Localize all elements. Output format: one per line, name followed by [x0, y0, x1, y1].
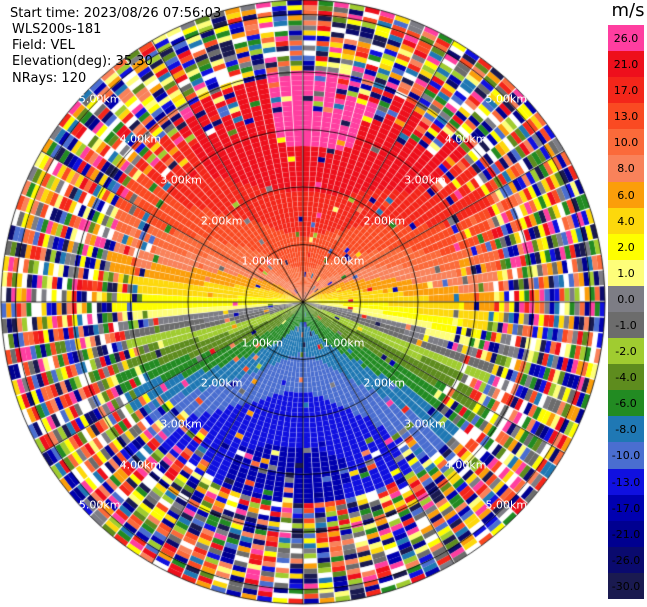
range-ring-label: 3.00km — [404, 173, 446, 187]
range-ring-label: 5.00km — [78, 92, 121, 106]
colorbar-tick-label: -8.0 — [615, 423, 637, 437]
colorbar-segment — [608, 77, 644, 104]
start-time-label: Start time: 2023/08/26 07:56:03 — [10, 6, 222, 21]
range-ring-label: 5.00km — [485, 498, 528, 512]
colorbar-segment — [608, 520, 644, 548]
range-ring-label: 4.00km — [444, 458, 487, 472]
colorbar-segment — [608, 207, 644, 235]
range-ring-label: 4.00km — [119, 458, 162, 472]
colorbar-tick-label: 2.0 — [617, 240, 635, 254]
colorbar-tick-label: -10.0 — [611, 449, 641, 463]
colorbar-segment — [608, 572, 644, 600]
colorbar-segment — [608, 181, 644, 209]
colorbar-tick-label: 26.0 — [613, 32, 639, 45]
colorbar-segment — [608, 468, 644, 496]
colorbar-tick-label: -13.0 — [611, 475, 641, 489]
colorbar-tick-label: -30.0 — [611, 579, 641, 593]
colorbar-tick-label: 8.0 — [617, 162, 635, 176]
colorbar-tick-label: 4.0 — [617, 214, 635, 228]
range-ring-label: 1.00km — [241, 254, 284, 268]
colorbar-unit: m/s — [611, 0, 645, 21]
range-ring-label: 3.00km — [160, 173, 202, 187]
colorbar-segment — [608, 233, 644, 261]
colorbar-segment — [608, 312, 644, 339]
range-ring-label: 1.00km — [322, 254, 365, 268]
colorbar-segment — [608, 416, 644, 443]
field-label: Field: VEL — [12, 38, 75, 53]
range-ring-label: 1.00km — [241, 336, 284, 350]
colorbar-segment — [608, 259, 644, 287]
colorbar-segment — [608, 338, 644, 365]
colorbar-segment — [608, 103, 644, 130]
colorbar-segment — [608, 25, 644, 52]
colorbar-segment — [608, 390, 644, 417]
range-ring-label: 3.00km — [160, 417, 202, 431]
colorbar-segment — [608, 285, 644, 313]
nrays-label: NRays: 120 — [12, 71, 87, 86]
colorbar-segment — [608, 494, 644, 522]
colorbar-segment — [608, 129, 644, 156]
colorbar-tick-label: -6.0 — [615, 397, 637, 411]
range-ring-label: 5.00km — [485, 92, 528, 106]
colorbar-segment — [608, 51, 644, 78]
elevation-label: Elevation(deg): 35.30 — [12, 54, 153, 69]
colorbar-tick-label: 1.0 — [617, 266, 635, 280]
range-ring-label: 2.00km — [363, 376, 406, 390]
colorbar-tick-label: -26.0 — [611, 553, 641, 567]
colorbar-tick-label: -2.0 — [615, 345, 637, 359]
range-ring-label: 2.00km — [200, 214, 243, 228]
station-label: WLS200s-181 — [12, 22, 102, 37]
colorbar-tick-label: 6.0 — [617, 188, 635, 202]
colorbar-tick-label: 13.0 — [613, 110, 639, 124]
colorbar-segment — [608, 155, 644, 183]
colorbar-tick-label: -21.0 — [611, 527, 641, 541]
colorbar-tick-label: -17.0 — [611, 501, 641, 515]
colorbar-tick-label: -1.0 — [615, 319, 637, 332]
range-ring-label: 1.00km — [322, 336, 365, 350]
colorbar-segment — [608, 442, 644, 470]
colorbar: 26.0 21.0 17.0 13.0 10.0 8.0 6.0 4.0 2.0 1.0 0.0 -1… — [608, 25, 644, 600]
colorbar-tick-label: -4.0 — [615, 371, 637, 385]
range-ring-label: 2.00km — [200, 376, 243, 390]
colorbar-tick-label: 21.0 — [613, 58, 639, 72]
range-ring-label: 5.00km — [78, 498, 121, 512]
colorbar-tick-label: 0.0 — [617, 292, 635, 306]
range-ring-label: 2.00km — [363, 214, 406, 228]
range-ring-label: 4.00km — [119, 132, 162, 146]
range-ring-label: 4.00km — [444, 132, 487, 146]
colorbar-tick-label: 10.0 — [613, 136, 639, 150]
colorbar-segment — [608, 546, 644, 574]
colorbar-segment — [608, 364, 644, 391]
range-ring-label: 3.00km — [404, 417, 446, 431]
colorbar-tick-label: 17.0 — [613, 84, 639, 98]
